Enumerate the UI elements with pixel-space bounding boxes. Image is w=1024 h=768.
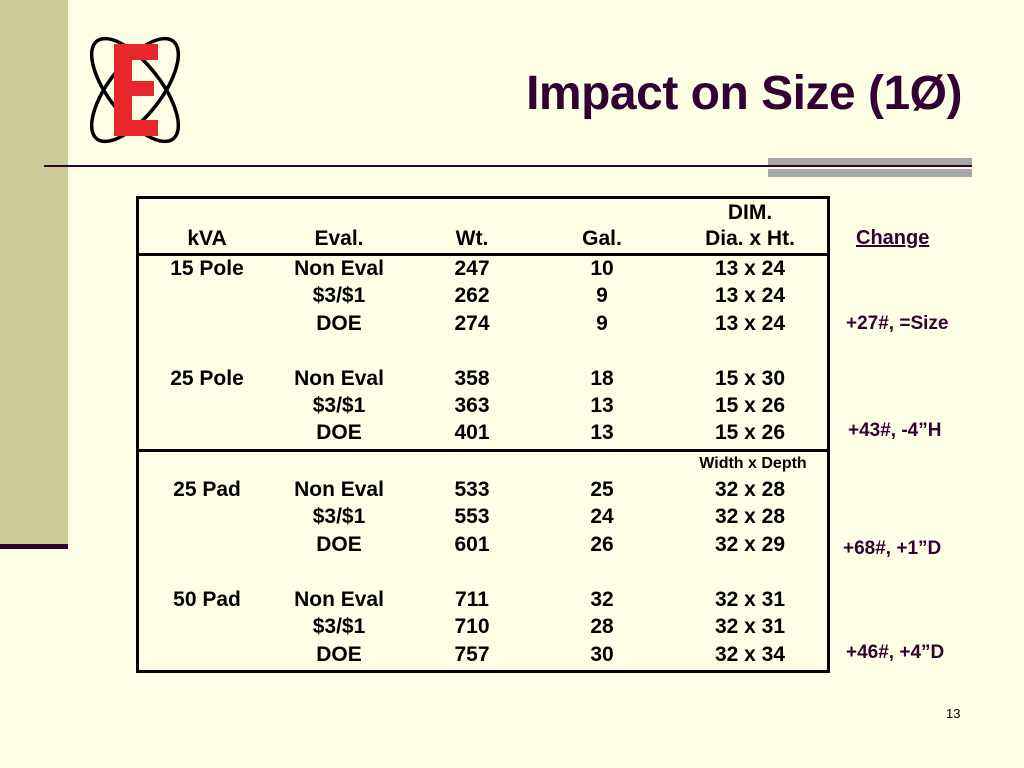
- table-cell-eval: Non Eval: [294, 257, 384, 280]
- table-cell-wt: 274: [454, 312, 490, 335]
- subheader-width-depth: Width x Depth: [699, 455, 807, 472]
- header-kva: kVA: [187, 227, 227, 250]
- table-cell-dim: 32 x 31: [714, 588, 786, 611]
- table-cell-wt: 363: [454, 394, 490, 417]
- table-cell-kva: 50 Pad: [173, 588, 241, 611]
- header-dim-top: DIM.: [727, 201, 773, 224]
- table-cell-kva: 25 Pole: [170, 367, 244, 390]
- table-cell-eval: DOE: [316, 421, 362, 444]
- table-cell-kva: 15 Pole: [170, 257, 244, 280]
- header-wt: Wt.: [455, 227, 489, 250]
- company-logo: [89, 36, 181, 144]
- table-cell-dim: 32 x 34: [714, 643, 786, 666]
- table-cell-gal: 30: [590, 643, 614, 666]
- table-cell-wt: 262: [454, 284, 490, 307]
- table-cell-eval: DOE: [316, 643, 362, 666]
- table-cell-gal: 13: [590, 394, 614, 417]
- table-cell-wt: 401: [454, 421, 490, 444]
- table-cell-gal: 9: [596, 312, 608, 335]
- table-cell-dim: 32 x 28: [714, 505, 786, 528]
- table-cell-gal: 32: [590, 588, 614, 611]
- table-cell-dim: 32 x 28: [714, 478, 786, 501]
- table-cell-gal: 10: [590, 257, 614, 280]
- table-cell-eval: DOE: [316, 533, 362, 556]
- table-cell-eval: Non Eval: [294, 588, 384, 611]
- table-cell-gal: 9: [596, 284, 608, 307]
- page-number: 13: [946, 706, 961, 721]
- change-header: Change: [856, 227, 930, 249]
- table-cell-dim: 13 x 24: [714, 284, 786, 307]
- table-cell-eval: Non Eval: [294, 478, 384, 501]
- table-cell-gal: 18: [590, 367, 614, 390]
- table-cell-dim: 15 x 26: [714, 421, 786, 444]
- section-divider: [139, 449, 827, 452]
- table-cell-wt: 601: [454, 533, 490, 556]
- table-cell-eval: $3/$1: [312, 394, 366, 417]
- table-cell-dim: 15 x 26: [714, 394, 786, 417]
- table-cell-eval: $3/$1: [312, 284, 366, 307]
- title-rule-accent-top: [768, 158, 972, 165]
- table-cell-dim: 15 x 30: [714, 367, 786, 390]
- slide-title: Impact on Size (1Ø): [526, 67, 962, 120]
- table-cell-eval: $3/$1: [312, 615, 366, 638]
- data-table: DIM. kVA Eval. Wt. Gal. Dia. x Ht. Width x Dep…: [136, 196, 830, 673]
- change-note: +43#, -4”H: [848, 420, 942, 441]
- table-cell-dim: 13 x 24: [714, 257, 786, 280]
- left-decor-tick: [0, 544, 68, 549]
- header-dim: Dia. x Ht.: [705, 227, 795, 250]
- table-cell-gal: 25: [590, 478, 614, 501]
- table-cell-kva: 25 Pad: [173, 478, 241, 501]
- table-cell-wt: 711: [455, 588, 489, 611]
- table-cell-dim: 32 x 29: [714, 533, 786, 556]
- table-cell-wt: 247: [454, 257, 490, 280]
- table-cell-gal: 28: [590, 615, 614, 638]
- table-cell-eval: Non Eval: [294, 367, 384, 390]
- title-rule-accent-bottom: [768, 169, 972, 177]
- change-note: +68#, +1”D: [843, 538, 942, 559]
- table-cell-eval: $3/$1: [312, 505, 366, 528]
- table-cell-wt: 358: [454, 367, 490, 390]
- table-cell-dim: 13 x 24: [714, 312, 786, 335]
- header-eval: Eval.: [314, 227, 364, 250]
- table-cell-gal: 24: [590, 505, 614, 528]
- table-cell-wt: 757: [454, 643, 490, 666]
- table-cell-wt: 533: [454, 478, 490, 501]
- change-note: +46#, +4”D: [846, 642, 945, 663]
- title-rule: [44, 165, 972, 167]
- table-cell-gal: 13: [590, 421, 614, 444]
- table-cell-eval: DOE: [316, 312, 362, 335]
- header-gal: Gal.: [582, 227, 622, 250]
- table-cell-gal: 26: [590, 533, 614, 556]
- left-decor-band: [0, 0, 68, 545]
- table-cell-wt: 553: [454, 505, 490, 528]
- header-divider: [139, 253, 827, 256]
- change-note: +27#, =Size: [846, 313, 949, 334]
- table-cell-dim: 32 x 31: [714, 615, 786, 638]
- table-cell-wt: 710: [454, 615, 490, 638]
